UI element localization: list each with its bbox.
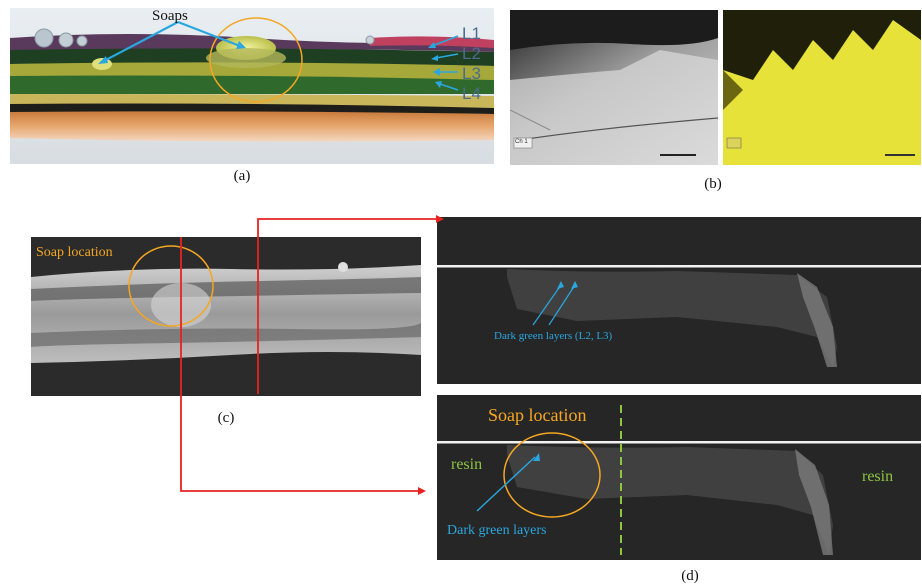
layer-label-l2: L2	[462, 44, 481, 63]
soap-location-circle-d	[503, 432, 601, 518]
layer-label-l1: L1	[462, 24, 481, 43]
panel-d-soap-location-label: Soap location	[488, 405, 587, 425]
soap-location-circle	[128, 245, 214, 327]
panel-b-sem-image	[510, 10, 718, 165]
panel-a-cross-section-image	[10, 8, 494, 164]
panel-b-edx-map	[723, 10, 921, 165]
sem-channel-label: Ch 1	[515, 139, 528, 145]
panel-d-top-annotation: Dark green layers (L2, L3)	[494, 330, 613, 342]
caption-a: (a)	[233, 168, 251, 184]
layer-label-l4: L4	[462, 84, 481, 103]
soap-circle-marker	[209, 17, 303, 103]
resin-label-left: resin	[451, 456, 483, 473]
caption-b: (b)	[704, 176, 722, 192]
resin-label-right: resin	[862, 468, 894, 485]
panel-d-top-bscan	[437, 217, 921, 384]
panel-c-soap-location-label: Soap location	[36, 245, 113, 260]
panel-c-oct-image	[31, 237, 421, 396]
caption-c: (c)	[217, 410, 235, 426]
soaps-label: Soaps	[152, 8, 188, 24]
caption-d: (d)	[681, 568, 699, 584]
panel-d-bottom-bscan	[437, 395, 921, 560]
layer-label-l3: L3	[462, 64, 481, 83]
panel-d-bottom-annotation: Dark green layers	[447, 523, 547, 538]
